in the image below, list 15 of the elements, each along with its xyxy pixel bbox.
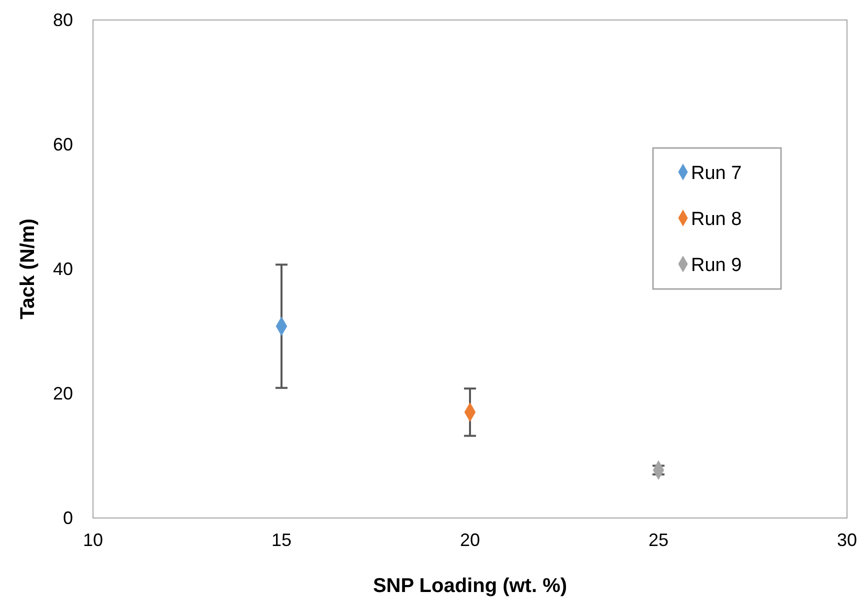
- legend-label: Run 9: [691, 255, 742, 276]
- y-tick-label: 80: [52, 10, 73, 30]
- x-tick-label: 20: [460, 530, 480, 550]
- legend-label: Run 8: [691, 209, 742, 230]
- x-axis-title: SNP Loading (wt. %): [372, 575, 568, 597]
- x-tick-label: 10: [82, 530, 104, 550]
- y-tick-label: 40: [52, 259, 73, 279]
- x-tick-label: 30: [836, 530, 858, 550]
- legend-label: Run 7: [691, 163, 742, 184]
- y-tick-label: 60: [52, 134, 73, 154]
- y-axis-title: Tack (N/m): [17, 218, 39, 320]
- y-tick-label: 20: [52, 384, 73, 404]
- x-tick-label: 15: [271, 530, 292, 550]
- x-tick-label: 25: [648, 530, 669, 550]
- y-tick-label: 0: [62, 508, 73, 528]
